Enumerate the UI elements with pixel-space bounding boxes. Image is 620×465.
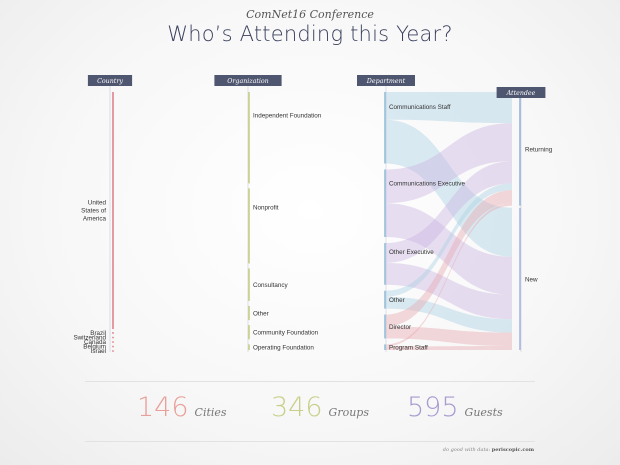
- sankey-link[interactable]: [385, 119, 512, 257]
- node-label-nonprofit: Nonprofit: [253, 205, 279, 212]
- footer-brand[interactable]: periscopic.com: [491, 447, 534, 453]
- node-label-switzerland: Switzerland: [73, 335, 106, 342]
- sankey-node-usa[interactable]: [112, 92, 114, 330]
- sankey-link[interactable]: [385, 203, 512, 295]
- divider-bottom: [85, 441, 535, 442]
- stat-cities-value: 146: [137, 392, 189, 423]
- stat-groups-label: Groups: [328, 406, 369, 419]
- sankey-node-nonprofit[interactable]: [248, 188, 250, 264]
- stat-groups-value: 346: [271, 392, 323, 423]
- sankey-node-belgium[interactable]: [112, 345, 114, 348]
- links-layer: [385, 92, 512, 350]
- sankey-link[interactable]: [385, 262, 512, 320]
- node-label-consult: Consultancy: [253, 282, 289, 289]
- sankey-link[interactable]: [385, 123, 512, 204]
- stage-header-organization: Organization: [214, 75, 282, 352]
- sankey-link[interactable]: [385, 203, 512, 347]
- sankey-node-comm_staff[interactable]: [384, 92, 386, 164]
- footer-prefix: do good with data:: [442, 447, 491, 453]
- sankey-link[interactable]: [385, 345, 512, 350]
- node-label-belgium: Belgium: [83, 344, 106, 351]
- sankey-node-comm_exec[interactable]: [384, 169, 386, 238]
- sankey-node-canada[interactable]: [112, 341, 114, 343]
- sankey-chart[interactable]: United States of AmericaBrazilSwitzerlandC…: [0, 0, 620, 380]
- footer-credit: do good with data: periscopic.com: [443, 447, 534, 453]
- sankey-node-community[interactable]: [248, 325, 250, 340]
- node-label-indep: Independent Foundation: [253, 112, 322, 119]
- stage-header-label: Organization: [227, 78, 269, 85]
- sankey-link[interactable]: [385, 92, 512, 124]
- sankey-node-israel[interactable]: [112, 350, 114, 352]
- stage-header-label: Department: [366, 78, 406, 85]
- node-label-prog_staff: Program Staff: [389, 345, 428, 352]
- node-label-director: Director: [389, 324, 411, 331]
- sankey-link[interactable]: [385, 161, 512, 263]
- stat-guests-label: Guests: [464, 406, 503, 419]
- chart-title: Who’s Attending this Year?: [167, 22, 453, 46]
- stat-guests-value: 595: [407, 392, 459, 423]
- sankey-node-brazil[interactable]: [112, 332, 114, 334]
- sankey-node-consult[interactable]: [248, 268, 250, 301]
- node-label-comm_exec: Communications Executive: [389, 181, 465, 188]
- divider-top: [85, 381, 535, 382]
- summary-stats: 146 Cities 346 Groups 595 Guests: [0, 392, 620, 432]
- node-label-other_exec: Other Executive: [389, 249, 434, 256]
- sankey-node-prog_staff[interactable]: [384, 344, 386, 350]
- sankey-node-indep[interactable]: [248, 92, 250, 184]
- sankey-link[interactable]: [385, 190, 512, 327]
- sankey-node-director[interactable]: [384, 314, 386, 339]
- sankey-node-other_org[interactable]: [248, 305, 250, 321]
- node-label-community: Community Foundation: [253, 330, 319, 337]
- sankey-link[interactable]: [385, 326, 512, 346]
- stat-cities: 146 Cities: [137, 392, 227, 423]
- stage-header-label: Attendee: [506, 90, 536, 97]
- node-label-other_dept: Other: [389, 297, 405, 304]
- node-label-comm_staff: Communications Staff: [389, 104, 451, 111]
- sankey-link[interactable]: [385, 183, 512, 297]
- sankey-node-new[interactable]: [519, 207, 521, 350]
- stage-header-attendee: Attendee: [496, 87, 546, 352]
- sankey-node-operating[interactable]: [248, 344, 250, 350]
- stat-guests: 595 Guests: [407, 392, 503, 423]
- labels-layer: United States of AmericaBrazilSwitzerlandC…: [73, 104, 552, 355]
- node-label-new: New: [525, 276, 538, 283]
- sankey-node-returning[interactable]: [519, 92, 521, 206]
- sankey-node-other_exec[interactable]: [384, 243, 386, 285]
- stage-header-label: Country: [97, 78, 123, 85]
- stage-header-country: Country: [87, 75, 133, 352]
- sankey-node-switzerland[interactable]: [112, 336, 114, 339]
- node-label-israel: Israel: [91, 348, 106, 355]
- stage-header-department: Department: [357, 75, 415, 352]
- node-label-usa: United States of America: [81, 200, 106, 223]
- node-label-returning: Returning: [525, 146, 553, 153]
- chart-subtitle: ComNet16 Conference: [246, 8, 374, 21]
- nodes-layer: [112, 92, 521, 352]
- stat-cities-label: Cities: [194, 406, 227, 419]
- sankey-link[interactable]: [385, 296, 512, 333]
- node-label-other_org: Other: [253, 311, 269, 318]
- node-label-brazil: Brazil: [90, 330, 106, 337]
- node-label-operating: Operating Foundation: [253, 345, 314, 352]
- node-label-canada: Canada: [84, 339, 107, 346]
- sankey-node-other_dept[interactable]: [384, 290, 386, 309]
- stat-groups: 346 Groups: [271, 392, 369, 423]
